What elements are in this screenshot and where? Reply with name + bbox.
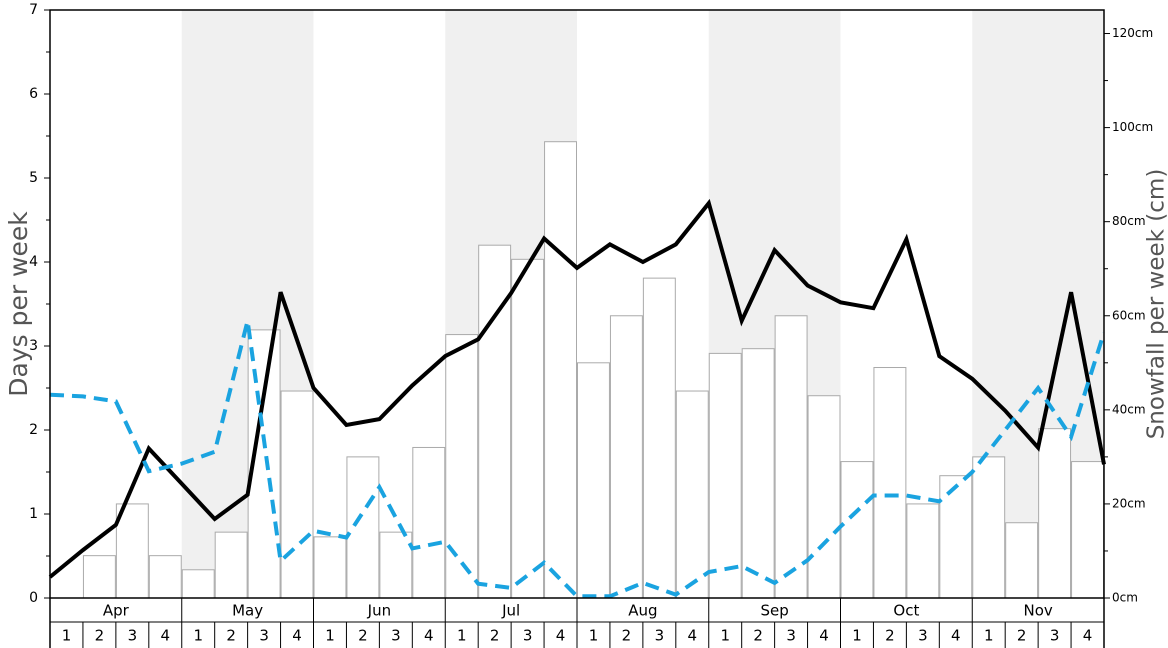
month-label: Jul bbox=[501, 602, 520, 620]
week-label: 2 bbox=[622, 627, 632, 645]
left-tick-label: 4 bbox=[29, 254, 38, 270]
week-label: 3 bbox=[259, 627, 269, 645]
snowfall-bar bbox=[181, 569, 215, 599]
week-label: 2 bbox=[95, 627, 105, 645]
snowfall-bars bbox=[82, 141, 1104, 599]
week-label: 4 bbox=[556, 627, 566, 645]
week-label: 2 bbox=[885, 627, 895, 645]
week-label: 3 bbox=[786, 627, 796, 645]
left-axis-title: Days per week bbox=[4, 211, 33, 397]
week-label: 3 bbox=[391, 627, 401, 645]
left-tick-label: 3 bbox=[29, 338, 38, 354]
left-y-axis: 0 1 2 3 4 5 6 7 bbox=[29, 2, 50, 606]
snowfall-bar bbox=[708, 352, 742, 599]
snowfall-bar bbox=[82, 555, 116, 599]
week-label: 3 bbox=[1050, 627, 1060, 645]
right-tick-label: 100cm bbox=[1112, 120, 1153, 134]
week-label: 4 bbox=[688, 627, 698, 645]
week-label: 4 bbox=[424, 627, 434, 645]
week-label: 4 bbox=[292, 627, 302, 645]
right-tick-label: 80cm bbox=[1112, 214, 1146, 228]
week-label: 4 bbox=[951, 627, 961, 645]
x-axis: Apr 1 2 3 4 May 1 2 3 4 Jun 1 2 3 4 Jul 1 2 3 4 Aug 1 2 3 4 Sep 1 2… bbox=[49, 598, 1105, 648]
solid-series-line bbox=[48, 198, 1106, 579]
snowfall-bar bbox=[577, 362, 610, 599]
month-label: Apr bbox=[103, 602, 130, 620]
month-label: Sep bbox=[760, 602, 788, 620]
snowfall-bar bbox=[609, 315, 643, 599]
right-y-axis: 0cm 20cm 40cm 60cm 80cm 100cm 120cm bbox=[1104, 26, 1153, 605]
snowfall-bar bbox=[1071, 461, 1104, 599]
week-label: 1 bbox=[62, 627, 72, 645]
snowfall-bar bbox=[939, 475, 973, 599]
week-label: 1 bbox=[589, 627, 599, 645]
snowfall-bar bbox=[807, 395, 841, 599]
week-label: 2 bbox=[358, 627, 368, 645]
snowfall-bar bbox=[148, 555, 182, 599]
left-tick-label: 1 bbox=[29, 506, 38, 522]
week-label: 2 bbox=[226, 627, 236, 645]
week-label: 1 bbox=[720, 627, 730, 645]
week-label: 3 bbox=[918, 627, 928, 645]
snowfall-bar bbox=[1038, 428, 1072, 599]
snowfall-bar bbox=[642, 277, 676, 599]
snowfall-bar bbox=[840, 461, 874, 599]
snowfall-bar bbox=[675, 390, 709, 599]
snowfall-bar bbox=[1005, 522, 1039, 599]
snowfall-bar bbox=[346, 456, 380, 599]
left-tick-label: 2 bbox=[29, 422, 38, 438]
snowfall-bar bbox=[972, 456, 1006, 599]
snowfall-bar bbox=[214, 531, 248, 599]
snowfall-bar bbox=[445, 334, 479, 599]
week-label: 1 bbox=[852, 627, 862, 645]
snowfall-bar bbox=[379, 531, 413, 599]
left-tick-label: 7 bbox=[29, 2, 38, 18]
right-axis-title: Snowfall per week (cm) bbox=[1144, 169, 1168, 440]
right-tick-label: 20cm bbox=[1112, 496, 1146, 510]
month-label: Jun bbox=[367, 602, 391, 620]
month-label: May bbox=[232, 602, 263, 620]
week-label: 2 bbox=[1017, 627, 1027, 645]
week-label: 4 bbox=[161, 627, 171, 645]
left-tick-label: 0 bbox=[29, 590, 38, 606]
snowfall-bar bbox=[741, 348, 775, 599]
snowfall-bar bbox=[412, 446, 446, 599]
right-tick-label: 40cm bbox=[1112, 402, 1146, 416]
snowfall-bar bbox=[511, 258, 545, 599]
snowfall-bar bbox=[774, 315, 808, 599]
snowfall-bar bbox=[544, 141, 577, 599]
left-tick-label: 5 bbox=[29, 170, 38, 186]
left-tick-label: 6 bbox=[29, 86, 38, 102]
week-label: 1 bbox=[984, 627, 994, 645]
snowfall-bar bbox=[280, 390, 314, 599]
week-label: 4 bbox=[819, 627, 829, 645]
week-label: 3 bbox=[523, 627, 533, 645]
week-label: 1 bbox=[457, 627, 467, 645]
right-tick-label: 0cm bbox=[1112, 591, 1138, 605]
week-label: 2 bbox=[490, 627, 500, 645]
snowfall-bar bbox=[906, 503, 940, 599]
right-tick-label: 60cm bbox=[1112, 308, 1146, 322]
week-label: 3 bbox=[655, 627, 665, 645]
week-label: 3 bbox=[128, 627, 138, 645]
week-label: 1 bbox=[193, 627, 203, 645]
dashed-series-line bbox=[49, 320, 1106, 599]
snowfall-bar bbox=[873, 367, 907, 599]
month-label: Nov bbox=[1023, 602, 1052, 620]
data-lines bbox=[48, 198, 1106, 599]
week-label: 1 bbox=[325, 627, 335, 645]
month-label: Oct bbox=[893, 602, 919, 620]
week-label: 4 bbox=[1083, 627, 1093, 645]
snowfall-bar bbox=[115, 503, 149, 599]
right-tick-label: 120cm bbox=[1112, 26, 1153, 40]
week-label: 2 bbox=[753, 627, 763, 645]
month-label: Aug bbox=[628, 602, 657, 620]
snowfall-bar bbox=[313, 536, 347, 599]
